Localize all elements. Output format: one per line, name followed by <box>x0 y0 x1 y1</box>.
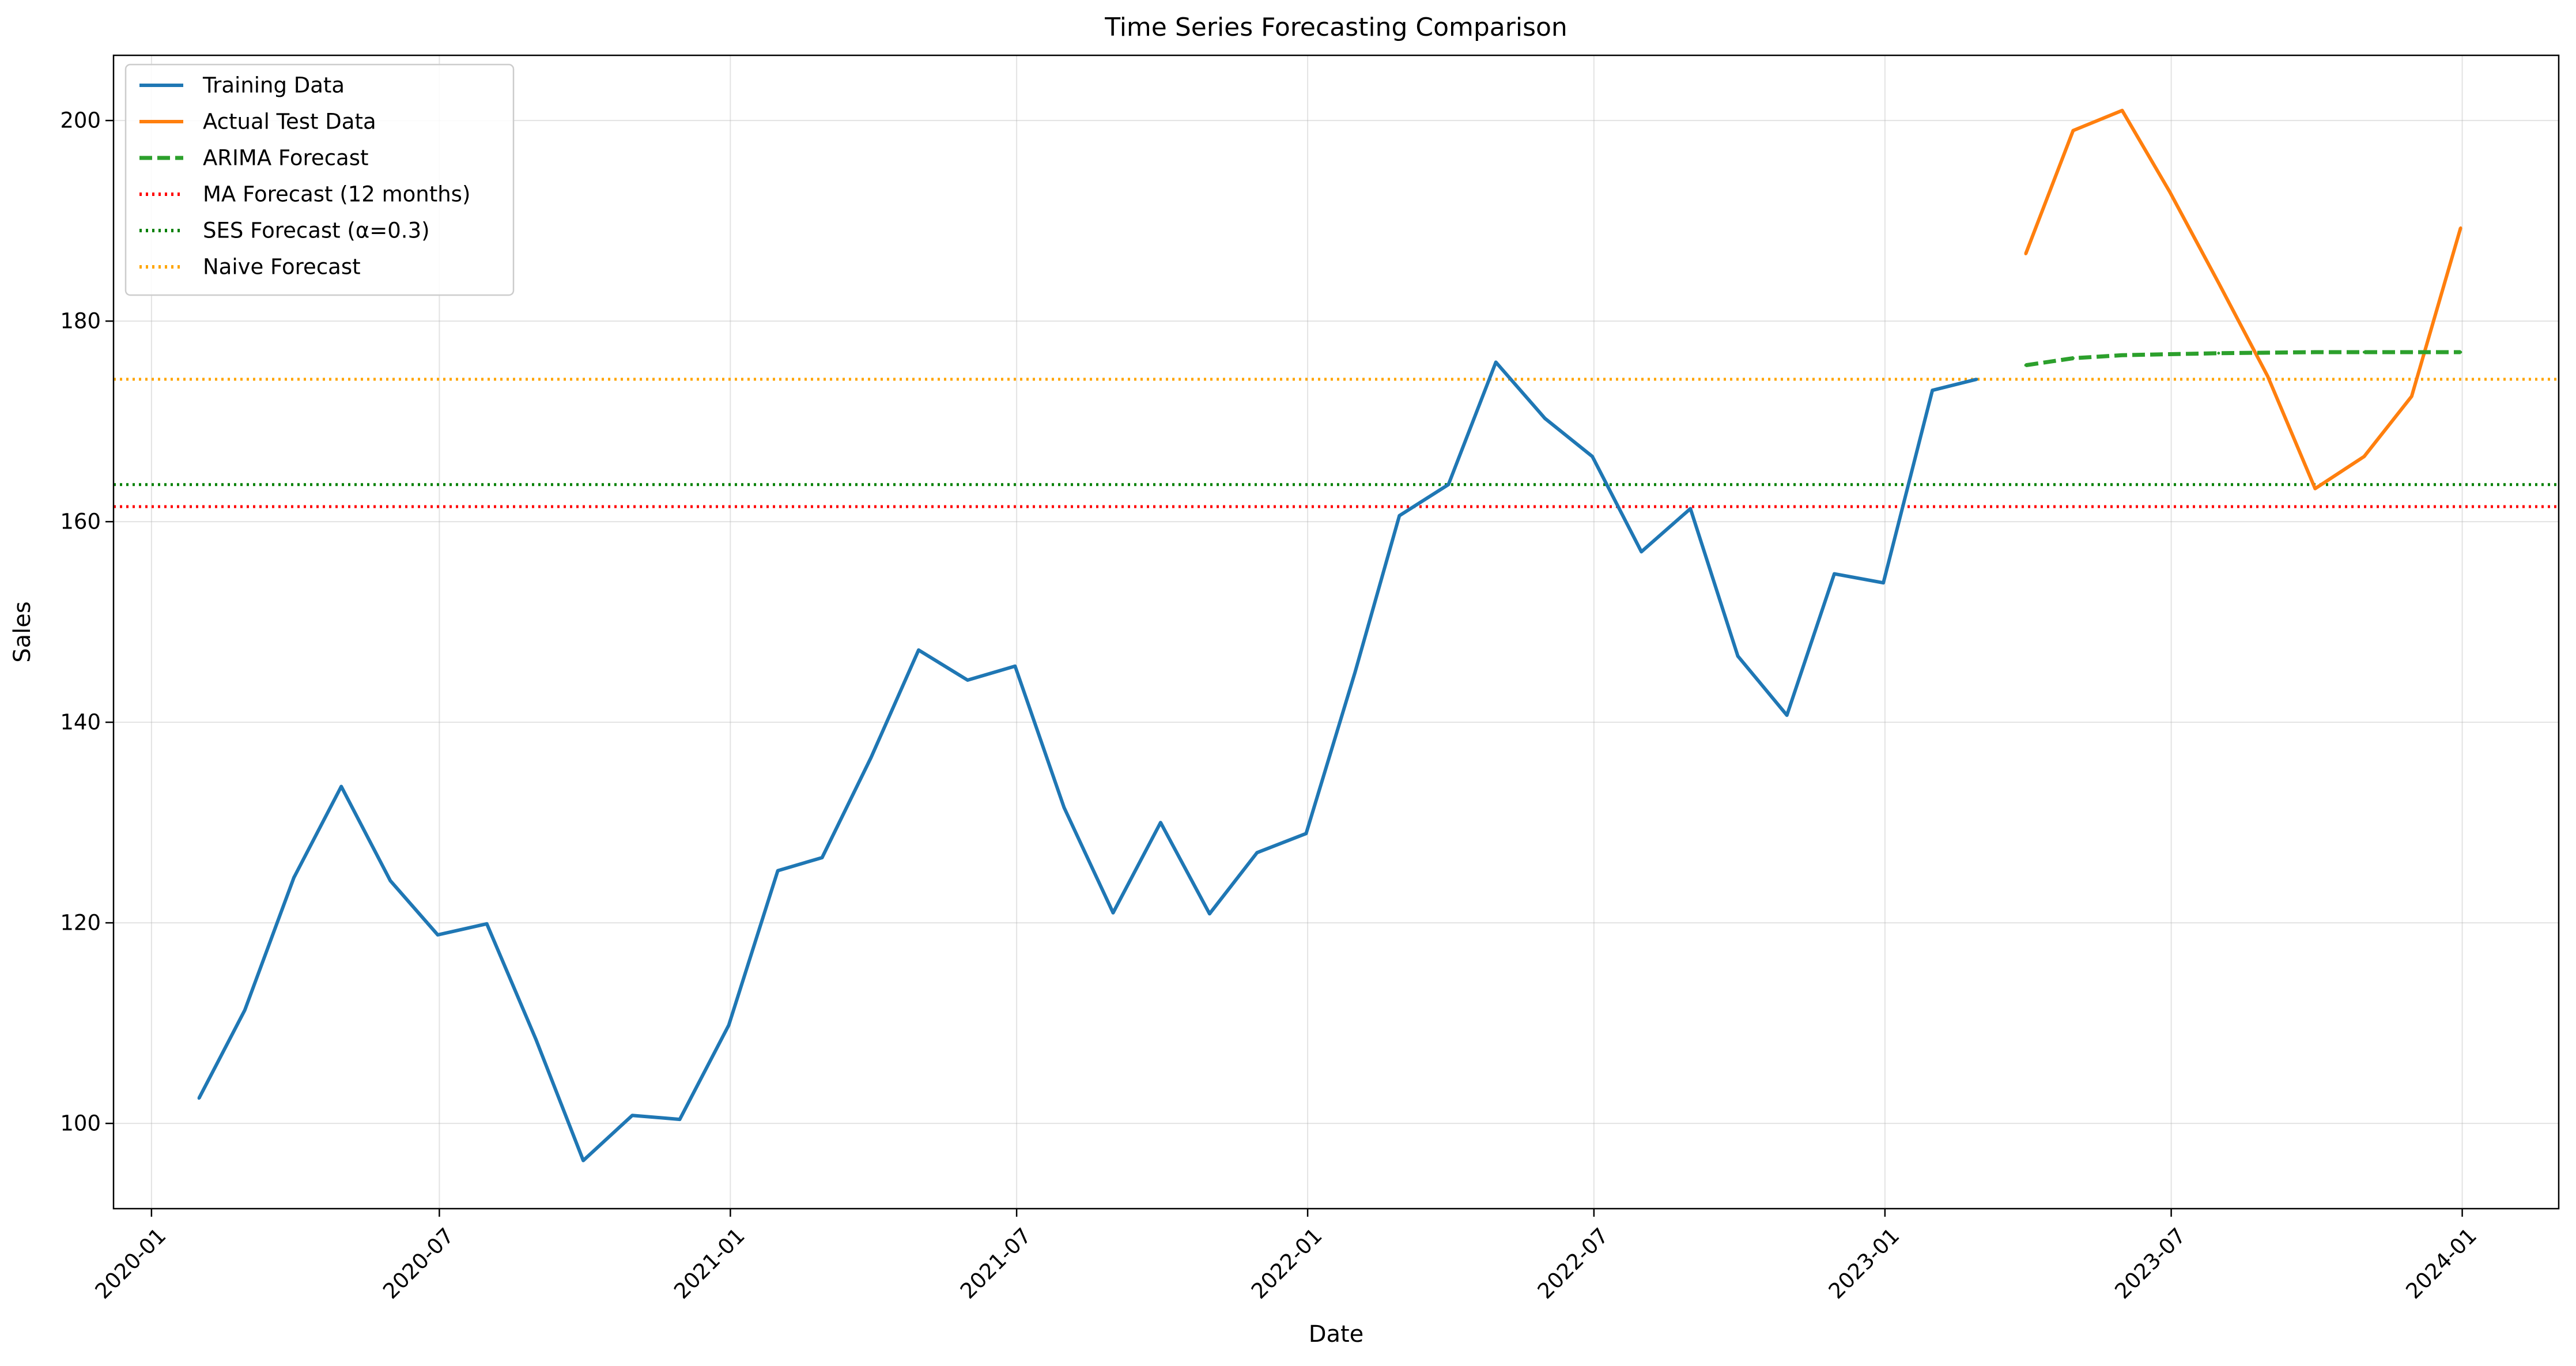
legend-label: Actual Test Data <box>203 110 376 134</box>
data-point <box>678 1118 682 1121</box>
data-point <box>1640 550 1643 553</box>
data-point <box>1494 360 1498 364</box>
data-point <box>2121 109 2124 112</box>
data-point <box>2168 190 2171 194</box>
legend-label: MA Forecast (12 months) <box>203 182 470 207</box>
data-point <box>870 756 873 759</box>
data-point <box>2217 352 2220 355</box>
data-point <box>2024 364 2027 367</box>
data-point <box>436 933 440 937</box>
data-point <box>1882 581 1885 584</box>
data-point <box>821 856 824 859</box>
data-point <box>2168 353 2171 356</box>
legend-label: Naive Forecast <box>203 255 361 280</box>
y-tick-label: 180 <box>60 309 101 334</box>
series-line <box>197 360 1977 1163</box>
data-point <box>2362 455 2366 458</box>
data-point <box>1785 714 1789 717</box>
data-point <box>534 1037 538 1041</box>
plot-frame <box>112 54 2560 1210</box>
data-point <box>2266 375 2269 378</box>
data-point <box>2217 281 2220 285</box>
data-point <box>2410 395 2413 398</box>
x-axis-label: Date <box>1309 1321 1364 1348</box>
data-point <box>2024 252 2027 256</box>
series-line <box>2025 350 2461 368</box>
data-point <box>388 879 392 882</box>
data-point <box>1689 507 1692 510</box>
legend-label: Training Data <box>202 73 345 98</box>
series-lines <box>197 108 2462 1163</box>
legend-label: ARIMA Forecast <box>203 146 369 171</box>
data-point <box>1013 665 1017 668</box>
data-point <box>1446 483 1450 486</box>
data-point <box>966 678 969 682</box>
chart-title: Time Series Forecasting Comparison <box>1104 13 1567 42</box>
data-point <box>776 869 780 873</box>
data-point <box>1833 572 1836 576</box>
legend: Training Data Actual Test Data ARIMA Forec… <box>124 63 515 296</box>
data-point <box>1397 514 1401 518</box>
data-point <box>2071 129 2075 132</box>
data-point <box>1591 455 1594 458</box>
data-point <box>2266 351 2269 354</box>
y-tick-label: 120 <box>60 911 101 935</box>
data-point <box>339 784 343 788</box>
data-point <box>1931 388 1934 392</box>
grid <box>114 55 2559 1209</box>
data-point <box>2459 350 2462 354</box>
y-axis-label: Sales <box>9 601 36 662</box>
data-point <box>727 1024 731 1027</box>
data-point <box>2121 353 2124 357</box>
data-point <box>1736 654 1740 658</box>
data-point <box>1353 670 1357 674</box>
y-tick-label: 100 <box>60 1111 101 1136</box>
data-point <box>197 1097 201 1100</box>
series-line <box>2024 108 2462 490</box>
data-point <box>581 1159 585 1162</box>
data-point <box>2313 350 2317 354</box>
data-point <box>2362 350 2366 354</box>
data-point <box>1159 821 1162 824</box>
y-tick-label: 200 <box>60 108 101 133</box>
data-point <box>630 1114 634 1117</box>
data-point <box>917 648 920 652</box>
y-tick-label: 140 <box>60 710 101 735</box>
legend-box <box>124 63 515 296</box>
y-tick-label: 160 <box>60 510 101 534</box>
horizontal-forecast-lines <box>114 378 2559 508</box>
data-point <box>485 922 489 926</box>
data-point <box>1304 832 1308 835</box>
data-point <box>1112 911 1115 915</box>
data-point <box>292 876 296 880</box>
data-point <box>2459 226 2462 229</box>
data-point <box>1208 912 1211 915</box>
data-point <box>243 1008 247 1012</box>
data-point <box>2071 356 2075 360</box>
legend-label: SES Forecast (α=0.3) <box>203 218 430 243</box>
data-point <box>1255 851 1259 854</box>
data-point <box>1062 806 1066 809</box>
data-point <box>1975 378 1978 381</box>
data-point <box>2410 350 2413 354</box>
data-point <box>1543 417 1547 420</box>
data-point <box>2313 487 2317 490</box>
